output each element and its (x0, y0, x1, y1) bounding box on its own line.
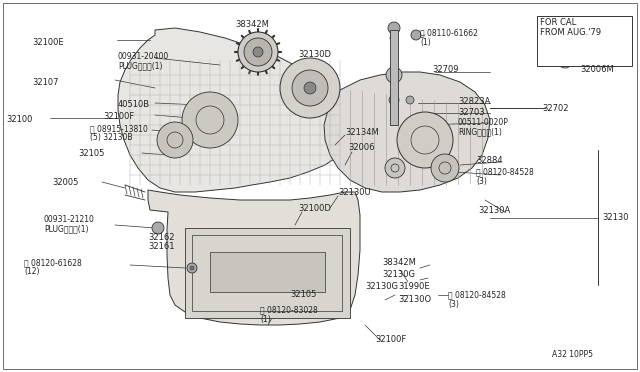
Bar (210, 252, 325, 292)
Circle shape (557, 52, 573, 68)
Circle shape (406, 96, 414, 104)
Text: 32100: 32100 (6, 115, 33, 124)
Text: 32709: 32709 (432, 65, 458, 74)
Text: (5) 32130B: (5) 32130B (90, 133, 132, 142)
Text: ⒱ 08120-61628: ⒱ 08120-61628 (24, 258, 82, 267)
Text: 32100F: 32100F (375, 335, 406, 344)
Circle shape (253, 47, 263, 57)
Polygon shape (148, 190, 360, 325)
Text: (1): (1) (260, 315, 271, 324)
Text: 32130O: 32130O (398, 295, 431, 304)
Circle shape (187, 263, 197, 273)
Text: 32006M: 32006M (580, 65, 614, 74)
Circle shape (157, 122, 193, 158)
Circle shape (389, 95, 399, 105)
Text: PLUGプラグ(1): PLUGプラグ(1) (118, 61, 163, 70)
Circle shape (304, 82, 316, 94)
Circle shape (152, 222, 164, 234)
Bar (390, 30, 398, 125)
Text: FROM AUG.'79: FROM AUG.'79 (540, 28, 601, 37)
Text: 32100D: 32100D (298, 204, 331, 213)
Circle shape (390, 34, 398, 42)
Text: 32823A: 32823A (458, 97, 490, 106)
Text: 40510B: 40510B (118, 100, 150, 109)
Bar (192, 235, 342, 311)
Text: 32161: 32161 (148, 242, 175, 251)
Text: 32105: 32105 (78, 149, 104, 158)
Circle shape (411, 30, 421, 40)
Circle shape (431, 154, 459, 182)
Text: 32130A: 32130A (478, 206, 510, 215)
Circle shape (385, 158, 405, 178)
Text: 32107: 32107 (32, 78, 58, 87)
Text: FOR CAL: FOR CAL (540, 18, 576, 27)
Text: PLUGプラグ(1): PLUGプラグ(1) (44, 224, 88, 233)
Text: 32100F: 32100F (103, 112, 134, 121)
Text: 32703: 32703 (458, 108, 484, 117)
Text: 32105: 32105 (290, 290, 316, 299)
Text: ⒱ 08120-83028: ⒱ 08120-83028 (260, 305, 317, 314)
Text: RINGリング(1): RINGリング(1) (458, 127, 502, 136)
Circle shape (292, 70, 328, 106)
Circle shape (280, 58, 340, 118)
Text: 38342M: 38342M (235, 20, 269, 29)
Text: 32130U: 32130U (338, 188, 371, 197)
Text: 38342M: 38342M (382, 258, 416, 267)
Text: 31990E: 31990E (398, 282, 429, 291)
Text: (1): (1) (420, 38, 431, 47)
Text: 32884: 32884 (476, 156, 502, 165)
Text: 00931-21210: 00931-21210 (44, 215, 95, 224)
Text: 32130D: 32130D (298, 50, 331, 59)
Text: 32006: 32006 (348, 143, 374, 152)
Text: 00931-20400: 00931-20400 (118, 52, 169, 61)
Text: ⒱ 08120-84528: ⒱ 08120-84528 (448, 290, 506, 299)
Bar (537, 16, 632, 66)
Polygon shape (118, 28, 358, 192)
Text: 32130G: 32130G (365, 282, 398, 291)
Circle shape (244, 38, 272, 66)
Text: 32130: 32130 (602, 213, 628, 222)
Circle shape (386, 67, 402, 83)
Text: (3): (3) (476, 177, 487, 186)
Text: A32 10PP5: A32 10PP5 (552, 350, 593, 359)
Circle shape (182, 92, 238, 148)
Text: (12): (12) (24, 267, 40, 276)
Text: Ⓥ 08915-13810: Ⓥ 08915-13810 (90, 124, 148, 133)
Circle shape (190, 266, 194, 270)
Bar (185, 228, 350, 318)
Text: 00511-0020P: 00511-0020P (458, 118, 509, 127)
Text: 32134M: 32134M (345, 128, 379, 137)
Circle shape (388, 22, 400, 34)
Text: 32162: 32162 (148, 233, 175, 242)
Text: 32130G: 32130G (382, 270, 415, 279)
Circle shape (562, 57, 568, 63)
Text: (3): (3) (448, 300, 459, 309)
Circle shape (397, 112, 453, 168)
Text: 32702: 32702 (542, 104, 568, 113)
Text: 32005: 32005 (52, 178, 78, 187)
Text: 32100E: 32100E (32, 38, 63, 47)
Polygon shape (324, 72, 490, 192)
Text: ⒱ 08110-61662: ⒱ 08110-61662 (420, 28, 478, 37)
Text: ⒱ 08120-84528: ⒱ 08120-84528 (476, 167, 534, 176)
Circle shape (238, 32, 278, 72)
